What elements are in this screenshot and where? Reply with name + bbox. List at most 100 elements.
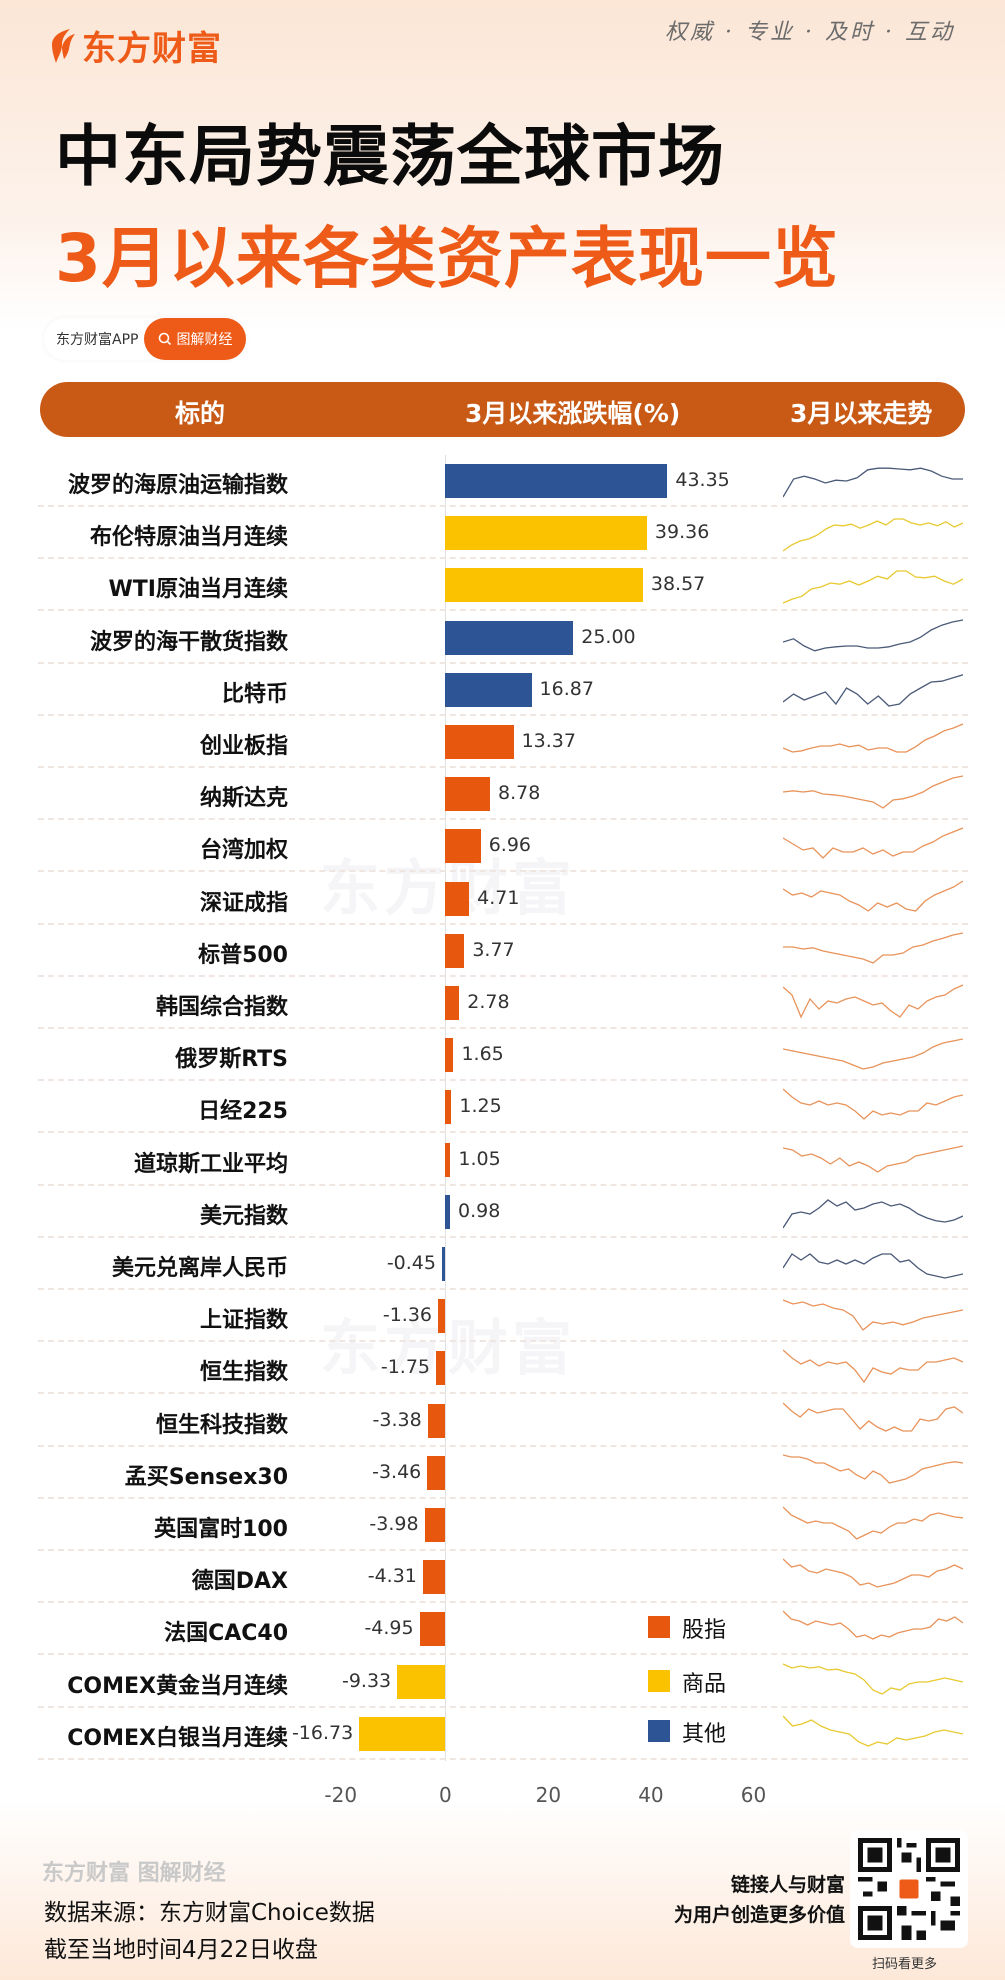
trend-sparkline [783, 1506, 963, 1540]
data-date-note: 截至当地时间4月22日收盘 [44, 1937, 318, 1963]
table-header: 标的 3月以来涨跌幅(%) 3月以来走势 [40, 382, 965, 437]
row-label: 美元指数 [199, 1203, 288, 1229]
value-label: 1.25 [459, 1095, 502, 1118]
value-bar [445, 1038, 454, 1073]
trend-sparkline [783, 1402, 963, 1432]
trend-sparkline [783, 1558, 963, 1588]
value-bar [445, 620, 574, 655]
row-label: 纳斯达克 [199, 786, 288, 812]
x-axis-tick: -20 [324, 1783, 358, 1807]
value-label: -3.38 [372, 1408, 422, 1431]
value-label: -1.75 [380, 1356, 431, 1379]
qr-code[interactable] [850, 1830, 968, 1948]
value-bar [445, 1142, 451, 1177]
header-change: 3月以来涨跌幅(%) [465, 399, 681, 428]
value-label: 6.96 [488, 834, 532, 857]
legend-swatch-other [648, 1720, 670, 1742]
value-bar [397, 1664, 445, 1699]
page-title: 中东局势震荡全球市场 [55, 118, 725, 195]
trend-sparkline [783, 827, 963, 860]
trend-sparkline [783, 984, 963, 1019]
value-label: 16.87 [539, 677, 594, 700]
watermark: 东方财富 [320, 1314, 576, 1384]
brand-slogan: 权威 · 专业 · 及时 · 互动 [665, 20, 955, 45]
value-bar [359, 1716, 445, 1751]
x-axis-tick: 0 [439, 1783, 452, 1807]
chart-row: 深证成指 4.71 [38, 873, 968, 925]
chart-row: 法国CAC40 -4.95 [38, 1603, 968, 1656]
value-label: 43.35 [675, 469, 730, 491]
value-label: 1.05 [458, 1147, 501, 1170]
value-bar [422, 1560, 445, 1595]
trend-sparkline [783, 775, 963, 809]
chart-row: 波罗的海原油运输指数 43.35 [38, 455, 968, 507]
row-label: 比特币 [221, 681, 288, 707]
value-label: -9.33 [341, 1669, 392, 1692]
value-label: 1.65 [461, 1043, 504, 1066]
value-label: 0.98 [458, 1199, 501, 1222]
qr-code-icon [858, 1838, 960, 1940]
value-bar [445, 986, 460, 1020]
footer-slogan-2: 为用户创造更多价值 [673, 1904, 845, 1926]
brand-logo: 东方财富 [48, 20, 222, 70]
trend-sparkline [783, 1299, 963, 1332]
trend-sparkline [783, 1144, 963, 1173]
footer-logo: 东方财富 图解财经 [42, 1861, 226, 1886]
chart-row: COMEX白银当月连续 -16.73 [38, 1708, 968, 1760]
chart-row: 标普500 3.77 [38, 925, 968, 977]
trend-sparkline [783, 1038, 963, 1070]
chart-row: 创业板指 13.37 [38, 716, 968, 768]
value-label: 8.78 [498, 782, 541, 805]
search-tag-label: 图解财经 [176, 332, 233, 348]
value-bar [436, 1351, 445, 1386]
row-label: 俄罗斯RTS [175, 1047, 288, 1073]
row-label: COMEX白银当月连续 [67, 1725, 288, 1751]
value-label: 13.37 [521, 730, 576, 752]
trend-sparkline [783, 880, 963, 912]
chart-row: 韩国综合指数 2.78 [38, 977, 968, 1029]
value-bar [445, 725, 514, 759]
trend-sparkline [783, 467, 963, 498]
chart-row: COMEX黄金当月连续 -9.33 [38, 1656, 968, 1708]
legend-swatch-commodity [648, 1670, 670, 1692]
row-label: 波罗的海原油运输指数 [67, 473, 288, 498]
row-label: COMEX黄金当月连续 [67, 1673, 288, 1699]
value-bar [427, 1455, 445, 1490]
row-label: 布伦特原油当月连续 [89, 525, 288, 551]
app-tag[interactable]: 东方财富APP 图解财经 [44, 318, 247, 360]
trend-sparkline [783, 932, 963, 964]
value-label: -16.73 [291, 1721, 354, 1744]
row-label: 孟买Sensex30 [124, 1464, 288, 1490]
trend-sparkline [783, 1454, 963, 1484]
trend-sparkline [783, 1662, 963, 1695]
row-label: 法国CAC40 [164, 1621, 288, 1647]
search-icon [159, 332, 172, 346]
trend-sparkline [783, 1253, 963, 1279]
trend-sparkline [783, 723, 963, 753]
chart-row: 道琼斯工业平均 1.05 [38, 1134, 968, 1186]
chart-row: 美元指数 0.98 [38, 1186, 968, 1238]
value-label: 3.77 [472, 938, 515, 961]
row-label: 英国富时100 [154, 1517, 288, 1542]
trend-sparkline [783, 1715, 963, 1747]
chart-row: 德国DAX -4.31 [38, 1551, 968, 1604]
chart-row: WTI原油当月连续 38.57 [38, 559, 968, 612]
value-label: -3.98 [369, 1513, 419, 1535]
search-tag-button[interactable]: 图解财经 [144, 318, 247, 360]
qr-caption: 扫码看更多 [872, 1957, 938, 1972]
x-axis-tick: 20 [535, 1783, 562, 1807]
value-label: 39.36 [654, 521, 710, 544]
value-label: -4.31 [367, 1565, 417, 1588]
row-label: 创业板指 [199, 734, 288, 759]
row-label: 恒生指数 [199, 1360, 288, 1386]
brand-name: 东方财富 [82, 28, 222, 69]
chart-row: 英国富时100 -3.98 [38, 1499, 968, 1551]
footer-slogan-1: 链接人与财富 [730, 1874, 845, 1896]
value-label: -4.95 [364, 1617, 414, 1640]
row-label: WTI原油当月连续 [108, 577, 288, 603]
value-label: -3.46 [372, 1460, 422, 1483]
row-label: 标普500 [198, 942, 288, 968]
brand-flame-icon [52, 29, 75, 63]
row-label: 美元兑离岸人民币 [111, 1256, 288, 1281]
chart-row: 台湾加权 6.96 [38, 820, 968, 873]
